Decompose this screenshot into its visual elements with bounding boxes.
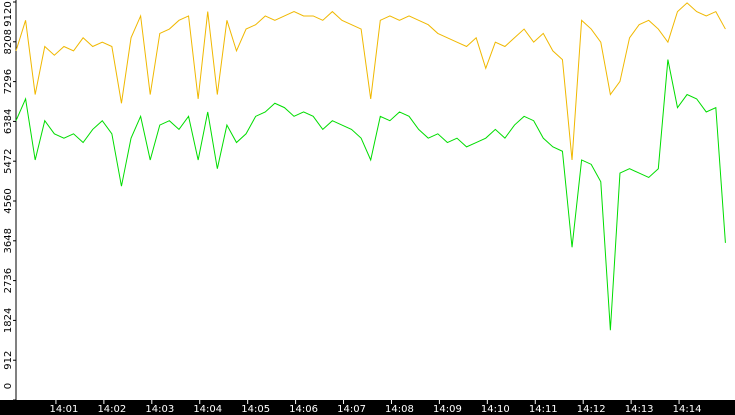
y-tick-label: 6384 <box>3 109 14 134</box>
y-tick-label: 4560 <box>3 188 14 213</box>
series-line <box>15 2 726 161</box>
x-tick-label: 14:13 <box>625 404 654 415</box>
x-tick-label: 14:01 <box>50 404 79 415</box>
x-tick-label: 14:10 <box>481 404 510 415</box>
x-tick-label: 14:06 <box>289 404 318 415</box>
series-line <box>15 59 726 331</box>
x-tick-label: 14:04 <box>193 404 222 415</box>
x-tick-label: 14:09 <box>433 404 462 415</box>
x-tick-label: 14:03 <box>145 404 174 415</box>
x-tick-label: 14:11 <box>529 404 558 415</box>
y-tick-label: 7296 <box>3 69 14 94</box>
x-tick-label: 14:08 <box>385 404 414 415</box>
y-tick-label: 912 <box>3 351 14 370</box>
x-tick-label: 14:05 <box>241 404 270 415</box>
x-tick-label: 14:12 <box>577 404 606 415</box>
y-tick-label: 0 <box>3 383 14 389</box>
x-tick-label: 14:02 <box>97 404 126 415</box>
y-tick-label: 5472 <box>3 148 14 173</box>
y-tick-label: 1824 <box>3 308 14 333</box>
x-axis-band <box>0 400 735 415</box>
y-tick-label: 8208 <box>3 29 14 54</box>
y-tick-label: 3648 <box>3 228 14 253</box>
y-tick-label: 9120 <box>3 1 14 26</box>
x-tick-label: 14:14 <box>673 404 702 415</box>
x-tick-label: 14:07 <box>337 404 366 415</box>
y-tick-label: 2736 <box>3 268 14 293</box>
